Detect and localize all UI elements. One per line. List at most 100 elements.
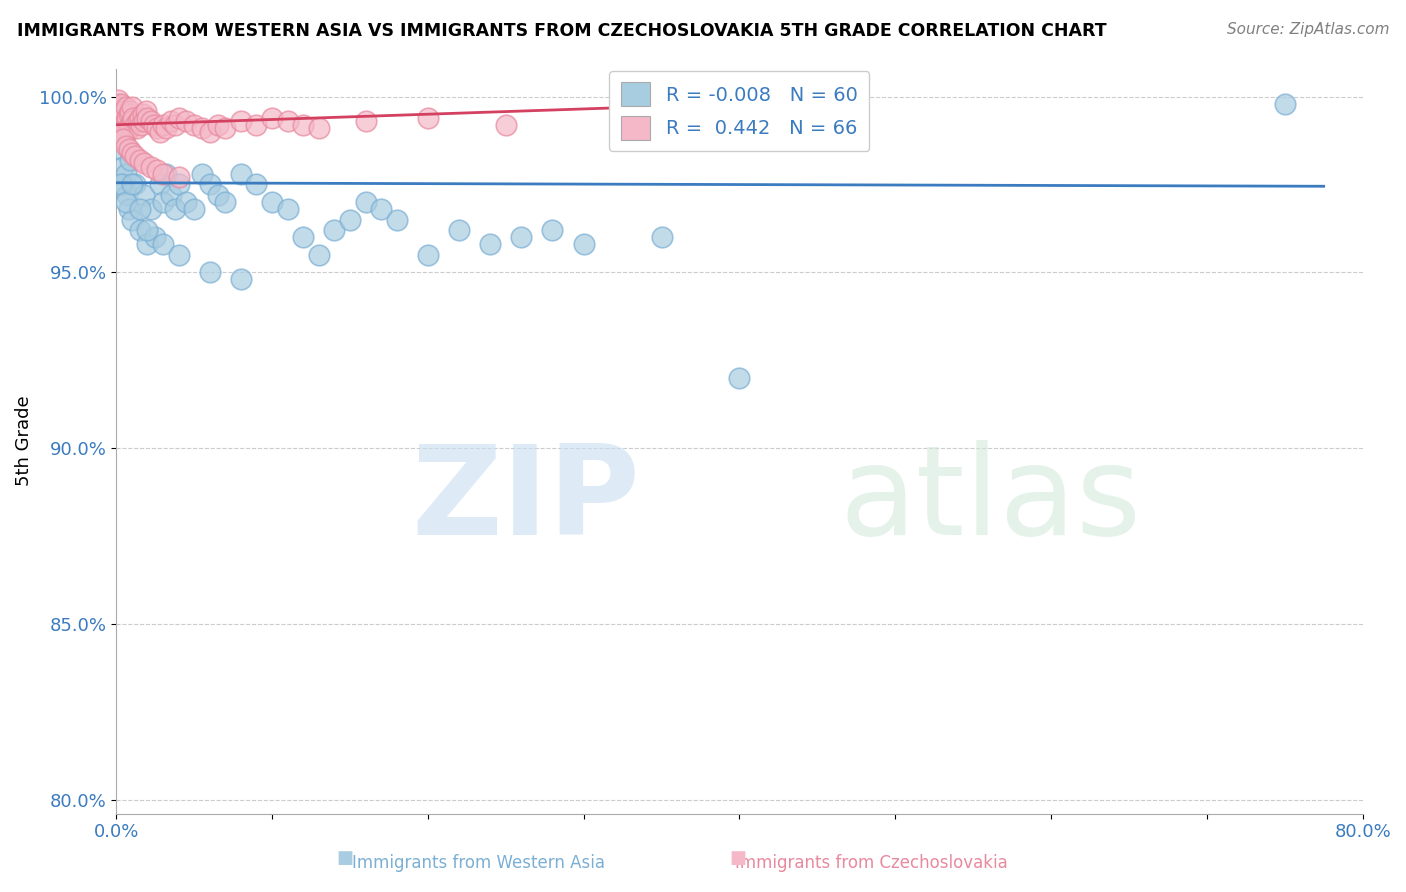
Point bbox=[447, 223, 470, 237]
Point bbox=[146, 121, 169, 136]
Point bbox=[108, 107, 131, 121]
Point bbox=[354, 114, 377, 128]
Point bbox=[146, 163, 169, 178]
Point bbox=[110, 142, 132, 156]
Point bbox=[134, 114, 156, 128]
Text: ■: ■ bbox=[730, 849, 747, 867]
Point bbox=[112, 103, 135, 118]
Point bbox=[120, 153, 142, 167]
Point bbox=[198, 265, 221, 279]
Point bbox=[308, 121, 330, 136]
Point bbox=[107, 93, 129, 107]
Point bbox=[339, 212, 361, 227]
Point bbox=[149, 125, 172, 139]
Point bbox=[354, 195, 377, 210]
Point bbox=[495, 118, 517, 132]
Point bbox=[245, 178, 267, 192]
Point bbox=[124, 178, 146, 192]
Point bbox=[308, 248, 330, 262]
Point bbox=[136, 237, 159, 252]
Point bbox=[176, 195, 198, 210]
Point bbox=[479, 237, 502, 252]
Point bbox=[651, 230, 673, 244]
Point bbox=[124, 118, 146, 132]
Point bbox=[127, 114, 149, 128]
Point bbox=[112, 118, 135, 132]
Point bbox=[134, 188, 156, 202]
Text: Source: ZipAtlas.com: Source: ZipAtlas.com bbox=[1226, 22, 1389, 37]
Point bbox=[155, 121, 177, 136]
Point bbox=[191, 121, 214, 136]
Text: Immigrants from Czechoslovakia: Immigrants from Czechoslovakia bbox=[735, 855, 1008, 872]
Point bbox=[167, 111, 190, 125]
Point bbox=[229, 167, 252, 181]
Point bbox=[262, 195, 284, 210]
Point bbox=[118, 121, 141, 136]
Point bbox=[114, 114, 136, 128]
Point bbox=[167, 248, 190, 262]
Point bbox=[121, 212, 143, 227]
Point bbox=[165, 118, 187, 132]
Point bbox=[121, 178, 143, 192]
Point bbox=[510, 230, 533, 244]
Point bbox=[728, 371, 751, 385]
Point bbox=[191, 167, 214, 181]
Point bbox=[541, 223, 564, 237]
Point bbox=[115, 125, 138, 139]
Point bbox=[323, 223, 346, 237]
Point bbox=[121, 100, 143, 114]
Point bbox=[136, 111, 159, 125]
Point bbox=[114, 100, 136, 114]
Point bbox=[121, 145, 143, 160]
Point bbox=[128, 111, 150, 125]
Text: Immigrants from Western Asia: Immigrants from Western Asia bbox=[352, 855, 605, 872]
Point bbox=[122, 111, 145, 125]
Point bbox=[152, 195, 174, 210]
Point bbox=[129, 118, 152, 132]
Point bbox=[149, 178, 172, 192]
Point bbox=[108, 100, 131, 114]
Point bbox=[143, 230, 166, 244]
Point bbox=[183, 202, 205, 216]
Point bbox=[198, 178, 221, 192]
Point bbox=[128, 202, 150, 216]
Point bbox=[108, 111, 131, 125]
Point bbox=[118, 142, 141, 156]
Point bbox=[107, 103, 129, 118]
Point bbox=[207, 118, 229, 132]
Point bbox=[115, 111, 138, 125]
Point bbox=[110, 96, 132, 111]
Point bbox=[155, 167, 177, 181]
Point bbox=[139, 114, 162, 128]
Point bbox=[152, 237, 174, 252]
Point bbox=[167, 178, 190, 192]
Point bbox=[118, 107, 141, 121]
Point bbox=[370, 202, 392, 216]
Point bbox=[176, 114, 198, 128]
Point bbox=[118, 202, 141, 216]
Point bbox=[214, 195, 236, 210]
Point bbox=[111, 160, 134, 174]
Point bbox=[110, 114, 132, 128]
Point bbox=[110, 118, 132, 132]
Point bbox=[124, 149, 146, 163]
Point bbox=[125, 121, 148, 136]
Text: atlas: atlas bbox=[839, 440, 1142, 561]
Text: ■: ■ bbox=[336, 849, 353, 867]
Point bbox=[572, 237, 595, 252]
Point bbox=[128, 223, 150, 237]
Point bbox=[139, 202, 162, 216]
Point bbox=[165, 202, 187, 216]
Point bbox=[120, 103, 142, 118]
Point bbox=[114, 167, 136, 181]
Point bbox=[111, 107, 134, 121]
Point bbox=[121, 114, 143, 128]
Legend: R = -0.008   N = 60, R =  0.442   N = 66: R = -0.008 N = 60, R = 0.442 N = 66 bbox=[609, 70, 869, 152]
Point bbox=[277, 202, 299, 216]
Point bbox=[139, 160, 162, 174]
Point bbox=[142, 118, 165, 132]
Point bbox=[114, 195, 136, 210]
Point bbox=[292, 118, 315, 132]
Point bbox=[108, 125, 131, 139]
Point bbox=[277, 114, 299, 128]
